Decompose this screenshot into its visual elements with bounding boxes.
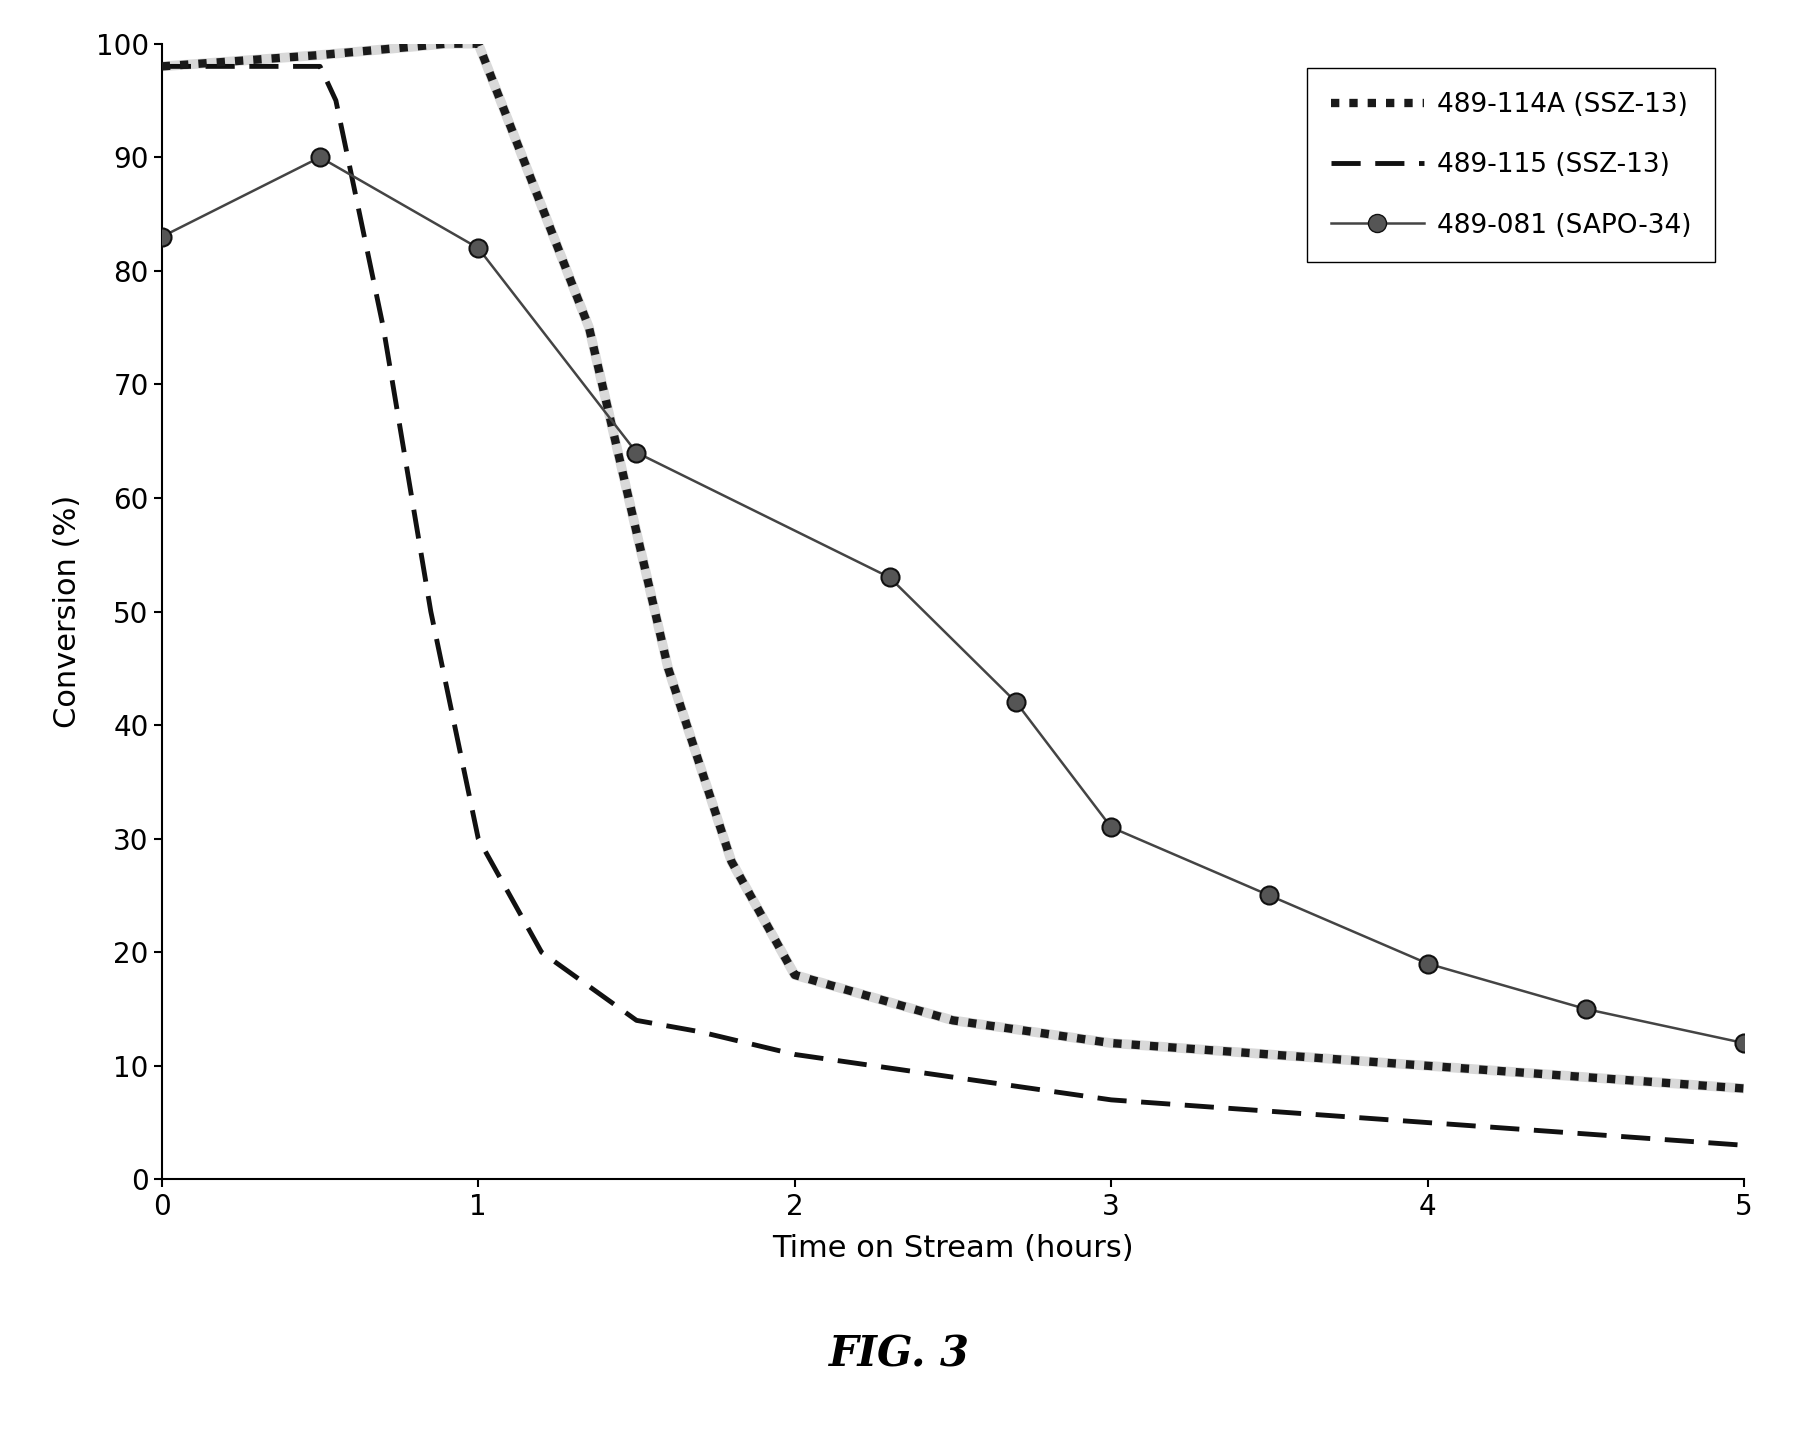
Y-axis label: Conversion (%): Conversion (%) (52, 495, 81, 728)
X-axis label: Time on Stream (hours): Time on Stream (hours) (771, 1235, 1135, 1264)
Legend: 489-114A (SSZ-13), 489-115 (SSZ-13), 489-081 (SAPO-34): 489-114A (SSZ-13), 489-115 (SSZ-13), 489… (1307, 68, 1715, 262)
Text: FIG. 3: FIG. 3 (829, 1334, 969, 1374)
